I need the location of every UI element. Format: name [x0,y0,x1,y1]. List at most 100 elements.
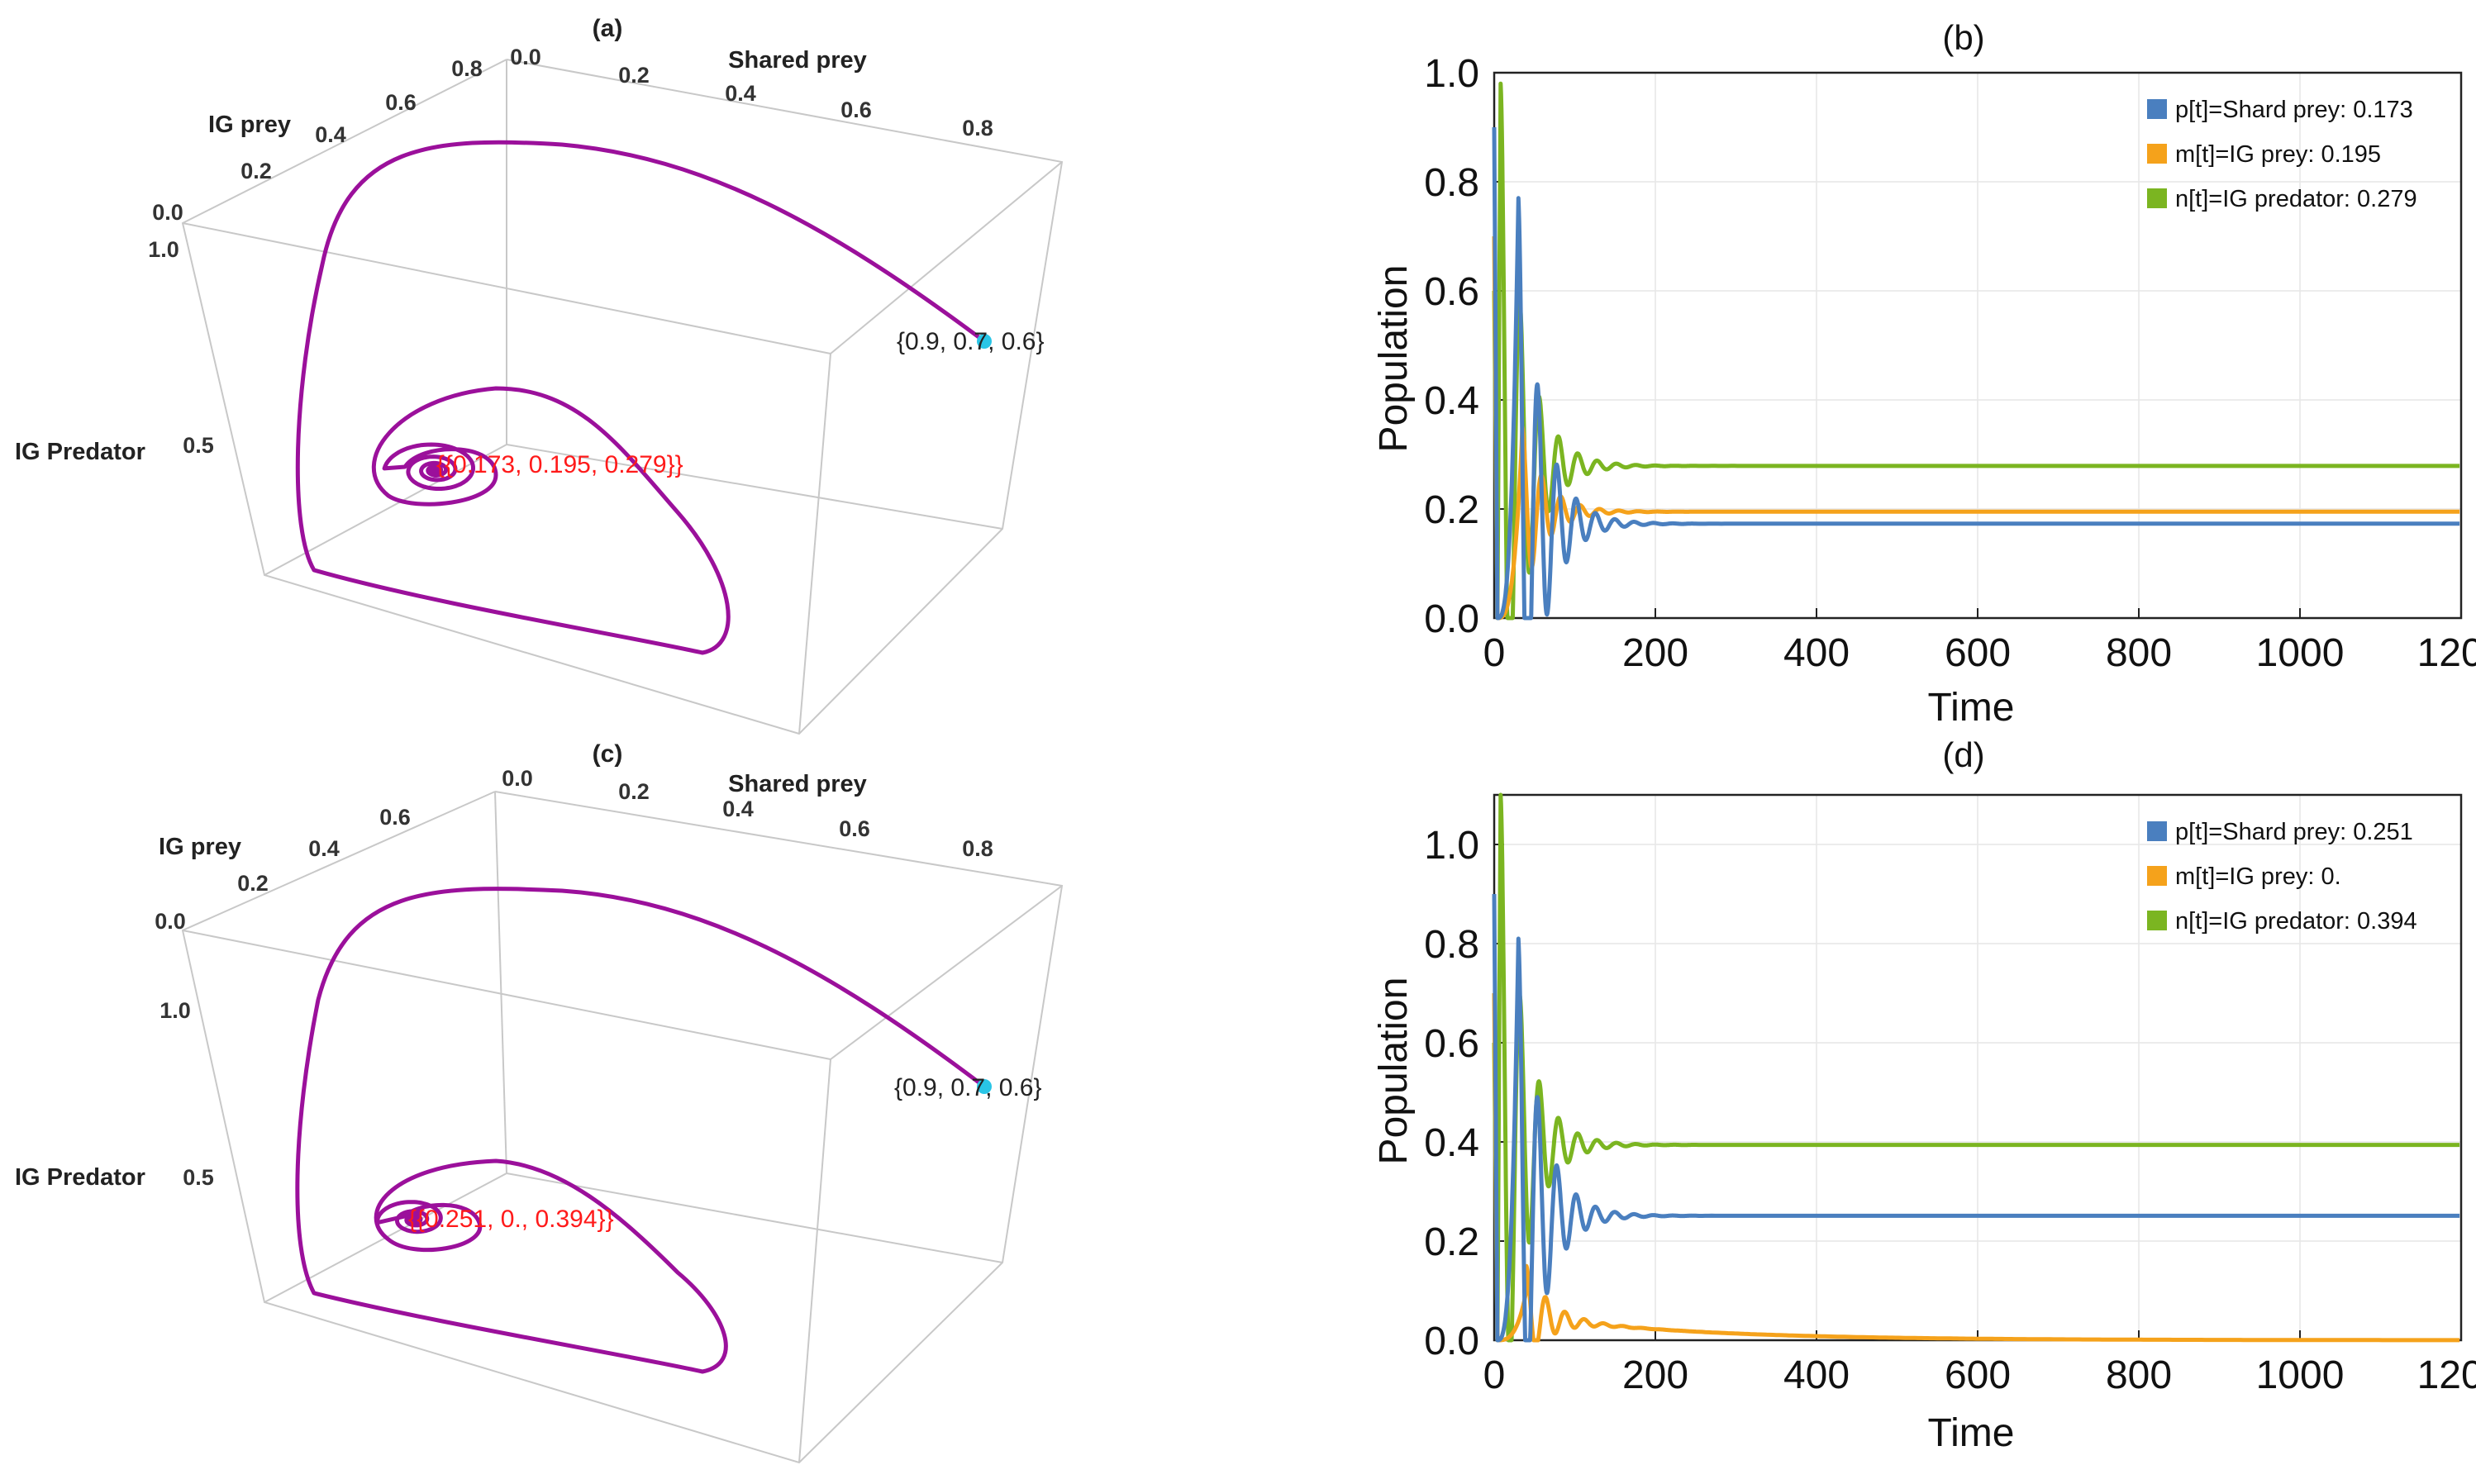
x-tick-label: 800 [2106,631,2172,675]
panel-d-xlabel: Time [1928,1411,2015,1455]
panel-a-xtick: 0.0 [510,45,541,69]
legend-label: n[t]=IG predator: 0.279 [2175,186,2417,212]
panel-a-ylabel: IG prey [208,112,291,138]
panel-c-initial-point [977,1079,992,1094]
y-tick-label: 0.8 [1424,161,1479,205]
y-tick-label: 0.6 [1424,270,1479,314]
series-line-1 [1492,235,2460,621]
legend-swatch [2147,99,2167,119]
y-tick-label: 0.2 [1424,488,1479,532]
panel-a-trajectory [295,140,987,655]
panel-a-ytick: 0.8 [451,56,483,81]
series-line-2 [1492,792,2460,1343]
y-tick-label: 1.0 [1424,52,1479,96]
legend-swatch [2147,144,2167,164]
x-tick-label: 1000 [2256,631,2345,675]
series-line-0 [1492,893,2460,1343]
panel-a-initial-label: {0.9, 0.7, 0.6} [897,328,1045,355]
y-tick-label: 0.2 [1424,1220,1479,1264]
panel-d-ylabel: Population [1372,977,1416,1165]
panel-a-xtick: 0.8 [962,116,993,140]
panel-d-title: (d) [1942,735,1984,774]
panel-a-xtick: 0.4 [725,81,756,106]
panel-a-ytick: 0.0 [152,200,183,225]
panel-c-ztick: 0.5 [183,1165,214,1190]
panel-b-ylabel: Population [1372,265,1416,453]
y-tick-label: 0.4 [1424,1121,1479,1165]
panel-c-box-edge [830,885,1063,1060]
panel-c-box-outline [181,791,1064,1464]
panel-c-3d-plot: (c) Shared prey IG prey IG Predator 0.0 … [15,740,1064,1464]
panel-b-legend: p[t]=Shard prey: 0.173 m[t]=IG prey: 0.19… [2147,97,2417,212]
panel-a-xtick: 0.6 [840,98,872,122]
x-tick-label: 600 [1945,631,2011,675]
x-tick-label: 400 [1783,631,1850,675]
y-tick-label: 0.0 [1424,1320,1479,1363]
panel-a-zlabel: IG Predator [15,439,145,465]
panel-c-ytick: 0.2 [237,871,269,896]
panel-a-box-edge [264,444,507,576]
legend-label: m[t]=IG prey: 0.195 [2175,141,2381,168]
panel-a-ytick: 0.6 [385,90,417,115]
panel-a-equilibrium-point [428,463,443,478]
panel-c-xtick: 0.0 [502,766,533,791]
panel-a-initial-point [977,334,992,349]
x-tick-label: 200 [1622,631,1688,675]
x-tick-label: 600 [1945,1353,2011,1397]
panel-a-box-outline [181,59,1064,735]
panel-b-series [1492,81,2460,621]
panel-a-box-edge [506,444,1003,530]
series-line-1 [1492,992,2460,1343]
x-tick-label: 200 [1622,1353,1688,1397]
panel-c-xtick: 0.4 [722,797,754,821]
legend-swatch [2147,911,2167,930]
y-tick-label: 0.8 [1424,923,1479,967]
panel-d-series [1492,792,2460,1343]
panel-c-box-edge [182,930,831,1060]
x-tick-label: 1000 [2256,1353,2345,1397]
legend-label: p[t]=Shard prey: 0.173 [2175,97,2413,123]
panel-a-title: (a) [593,15,623,42]
panel-c-xtick: 0.8 [962,836,993,861]
panel-b-title: (b) [1942,18,1984,57]
panel-c-box-edge [494,791,507,1174]
y-tick-label: 0.4 [1424,379,1479,423]
panel-a-ztick: 1.0 [148,237,179,262]
panel-c-title: (c) [593,740,623,768]
legend-label: n[t]=IG predator: 0.394 [2175,908,2417,935]
series-line-2 [1492,81,2460,621]
panel-c-box-edge [506,1172,1003,1263]
panel-c-xtick: 0.2 [618,779,650,804]
panel-b-xlabel: Time [1928,686,2015,730]
legend-swatch [2147,188,2167,208]
panel-a-xlabel: Shared prey [728,47,867,74]
x-tick-label: 400 [1783,1353,1850,1397]
x-tick-label: 0 [1483,631,1506,675]
panel-c-ytick: 0.6 [379,805,411,830]
panel-a-xtick: 0.2 [618,63,650,88]
panel-c-xlabel: Shared prey [728,771,867,797]
panel-c-ylabel: IG prey [159,834,241,860]
legend-label: m[t]=IG prey: 0. [2175,863,2341,890]
y-tick-label: 1.0 [1424,824,1479,868]
panel-c-ytick: 0.0 [155,909,186,934]
legend-swatch [2147,866,2167,886]
panel-c-box-edge [798,1058,831,1463]
y-tick-label: 0.6 [1424,1022,1479,1066]
x-tick-label: 0 [1483,1353,1506,1397]
panel-c-xtick: 0.6 [839,816,870,841]
panel-a-box-edge [798,353,831,735]
panel-c-zlabel: IG Predator [15,1164,145,1191]
panel-a-equilibrium-label: {{0.173, 0.195, 0.279}} [436,451,683,478]
panel-a-ytick: 0.4 [315,122,346,147]
legend-swatch [2147,821,2167,841]
y-tick-label: 0.0 [1424,597,1479,641]
panel-a-ytick: 0.2 [240,159,272,183]
panel-c-ytick: 0.4 [308,836,340,861]
